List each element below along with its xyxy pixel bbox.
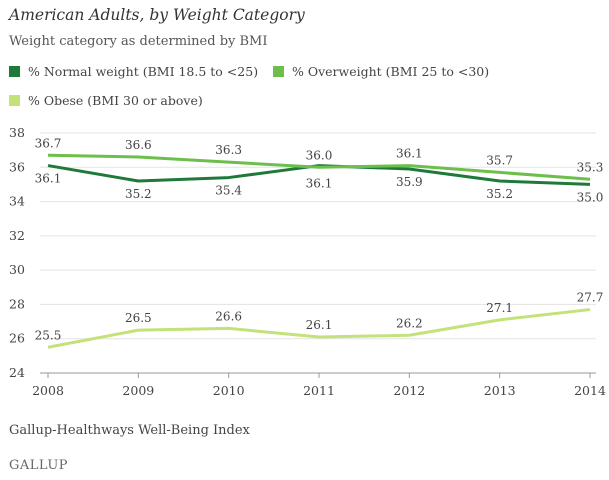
series-line-2 bbox=[47, 308, 591, 349]
data-label: 26.6 bbox=[215, 309, 242, 323]
y-tick-label: 30 bbox=[9, 262, 25, 277]
data-label: 25.5 bbox=[35, 328, 62, 342]
data-label: 36.3 bbox=[215, 143, 242, 157]
data-label: 36.0 bbox=[306, 148, 333, 162]
gallup-logo: GALLUP bbox=[9, 458, 69, 473]
legend-swatch-obese bbox=[9, 95, 20, 106]
y-tick-label: 36 bbox=[9, 159, 25, 174]
x-tick-label: 2013 bbox=[484, 383, 516, 398]
data-label: 36.1 bbox=[306, 177, 333, 191]
data-label: 35.7 bbox=[486, 153, 513, 167]
data-label: 35.2 bbox=[486, 187, 513, 201]
data-label: 36.6 bbox=[125, 138, 152, 152]
data-label: 36.1 bbox=[35, 172, 62, 186]
legend-label-overweight: % Overweight (BMI 25 to <30) bbox=[292, 64, 490, 79]
data-label: 27.7 bbox=[577, 291, 604, 305]
y-tick-label: 32 bbox=[9, 228, 25, 243]
legend-label-normal: % Normal weight (BMI 18.5 to <25) bbox=[28, 64, 259, 79]
series-line-1 bbox=[47, 153, 591, 181]
y-tick-label: 34 bbox=[9, 194, 25, 209]
data-label: 26.2 bbox=[396, 316, 423, 330]
data-label: 35.4 bbox=[215, 184, 242, 198]
data-label: 26.5 bbox=[125, 311, 152, 325]
data-label: 26.1 bbox=[306, 318, 333, 332]
legend-item-obese: % Obese (BMI 30 or above) bbox=[9, 93, 203, 108]
data-label: 35.0 bbox=[577, 190, 604, 204]
data-label: 35.9 bbox=[396, 175, 423, 189]
x-tick-label: 2009 bbox=[122, 383, 154, 398]
x-tick-label: 2012 bbox=[393, 383, 425, 398]
data-label: 35.2 bbox=[125, 187, 152, 201]
data-label: 35.3 bbox=[577, 160, 604, 174]
legend-item-normal: % Normal weight (BMI 18.5 to <25) bbox=[9, 64, 258, 79]
x-tick-label: 2014 bbox=[574, 383, 606, 398]
chart-subtitle: Weight category as determined by BMI bbox=[9, 34, 268, 49]
legend-swatch-normal bbox=[9, 66, 20, 77]
y-tick-label: 38 bbox=[9, 125, 25, 140]
y-tick-label: 24 bbox=[9, 365, 25, 380]
x-tick-label: 2010 bbox=[213, 383, 245, 398]
data-label: 27.1 bbox=[486, 301, 513, 315]
source-note: Gallup-Healthways Well-Being Index bbox=[9, 423, 250, 438]
data-label: 36.7 bbox=[35, 136, 62, 150]
legend-swatch-overweight bbox=[273, 66, 284, 77]
data-label: 36.1 bbox=[396, 147, 423, 161]
legend-item-overweight: % Overweight (BMI 25 to <30) bbox=[273, 64, 489, 79]
y-tick-label: 26 bbox=[9, 331, 25, 346]
chart-title: American Adults, by Weight Category bbox=[9, 6, 305, 24]
y-tick-label: 28 bbox=[9, 296, 25, 311]
legend-label-obese: % Obese (BMI 30 or above) bbox=[28, 93, 203, 108]
x-tick-label: 2011 bbox=[303, 383, 335, 398]
series-line-0 bbox=[47, 164, 591, 186]
x-tick-label: 2008 bbox=[32, 383, 64, 398]
